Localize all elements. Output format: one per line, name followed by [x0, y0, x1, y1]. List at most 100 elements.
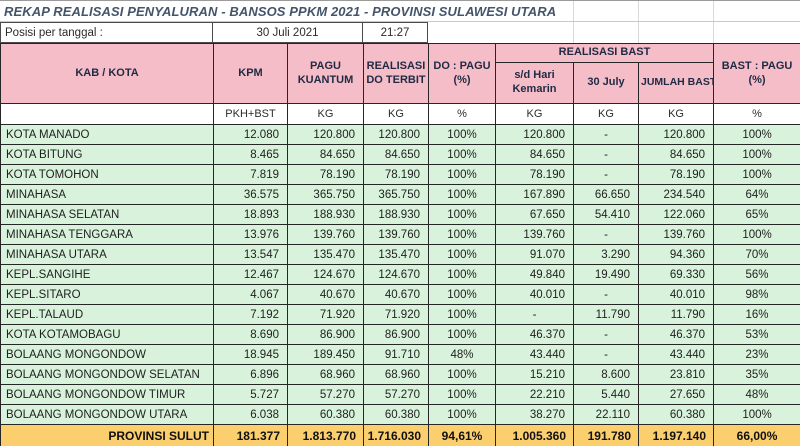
- grid-cell: [713, 1, 800, 21]
- table-row: MINAHASA SELATAN 18.893 188.930 188.930 100%…: [0, 204, 800, 225]
- table-header: KAB / KOTA KPM PAGU KUANTUM REALISASI DO…: [0, 43, 800, 125]
- value-cell: 122.060: [637, 204, 715, 225]
- header-30-july: 30 July: [573, 62, 639, 104]
- value-cell: 100%: [428, 144, 496, 165]
- unit-cell: %: [713, 103, 800, 125]
- total-cell: 1.813.770: [287, 424, 364, 446]
- table-row: MINAHASA 36.575 365.750 365.750 100% 167.890 6…: [0, 184, 800, 205]
- position-time: 21:27: [363, 22, 428, 43]
- position-date-row: Posisi per tanggal : 30 Juli 2021 21:27: [0, 22, 800, 43]
- value-cell: -: [573, 124, 639, 145]
- value-cell: 100%: [713, 144, 800, 165]
- grid-cell: [573, 22, 638, 43]
- total-cell: 1.716.030: [363, 424, 429, 446]
- grid-cell: [638, 1, 713, 21]
- value-cell: 78.190: [637, 164, 715, 185]
- value-cell: 46.370: [637, 324, 715, 345]
- value-cell: 100%: [713, 124, 800, 145]
- unit-cell: %: [428, 103, 496, 125]
- unit-cell: KG: [363, 103, 429, 125]
- value-cell: 56%: [713, 264, 800, 285]
- value-cell: 3.290: [573, 244, 639, 265]
- kab-kota-cell: MINAHASA TENGGARA: [0, 224, 214, 245]
- value-cell: 23.810: [637, 364, 715, 385]
- value-cell: 48%: [713, 384, 800, 405]
- value-cell: 60.380: [287, 404, 364, 425]
- value-cell: 6.038: [213, 404, 288, 425]
- grid-cell: [573, 1, 638, 21]
- kab-kota-cell: BOLAANG MONGONDOW TIMUR: [0, 384, 214, 405]
- table-row: KEPL.TALAUD 7.192 71.920 71.920 100% -11.790 1…: [0, 304, 800, 325]
- value-cell: 100%: [428, 164, 496, 185]
- kab-kota-cell: BOLAANG MONGONDOW UTARA: [0, 404, 214, 425]
- value-cell: 66.650: [573, 184, 639, 205]
- value-cell: 71.920: [363, 304, 429, 325]
- value-cell: 35%: [713, 364, 800, 385]
- report-table: KAB / KOTA KPM PAGU KUANTUM REALISASI DO…: [0, 43, 800, 446]
- value-cell: 139.760: [495, 224, 574, 245]
- value-cell: 5.440: [573, 384, 639, 405]
- header-pagu-kuantum: PAGU KUANTUM: [287, 43, 364, 104]
- value-cell: 365.750: [363, 184, 429, 205]
- value-cell: 139.760: [637, 224, 715, 245]
- total-cell: 66,00%: [713, 424, 800, 446]
- total-cell: 1.197.140: [637, 424, 715, 446]
- value-cell: 65%: [713, 204, 800, 225]
- unit-cell: KG: [573, 103, 639, 125]
- total-cell: 181.377: [213, 424, 288, 446]
- table-row: BOLAANG MONGONDOW UTARA 6.038 60.380 60.380…: [0, 404, 800, 425]
- value-cell: 57.270: [287, 384, 364, 405]
- value-cell: 91.070: [495, 244, 574, 265]
- value-cell: 100%: [428, 244, 496, 265]
- value-cell: 84.650: [363, 144, 429, 165]
- value-cell: 27.650: [637, 384, 715, 405]
- value-cell: 22.110: [573, 404, 639, 425]
- value-cell: -: [573, 284, 639, 305]
- title-row: REKAP REALISASI PENYALURAN - BANSOS PPKM…: [0, 1, 800, 22]
- header-realisasi-bast: REALISASI BAST: [494, 43, 715, 63]
- value-cell: 40.670: [363, 284, 429, 305]
- value-cell: 86.900: [287, 324, 364, 345]
- header-kab-kota: KAB / KOTA: [0, 43, 214, 104]
- kab-kota-cell: KOTA TOMOHON: [0, 164, 214, 185]
- value-cell: 120.800: [495, 124, 574, 145]
- table-footer: PROVINSI SULUT 181.377 1.813.770 1.716.0…: [0, 424, 800, 446]
- value-cell: 5.727: [213, 384, 288, 405]
- header-kpm: KPM: [213, 43, 288, 104]
- header-jumlah-bast: JUMLAH BAST: [637, 62, 715, 104]
- value-cell: 8.600: [573, 364, 639, 385]
- value-cell: 68.960: [287, 364, 364, 385]
- value-cell: 22.210: [495, 384, 574, 405]
- value-cell: 67.650: [495, 204, 574, 225]
- header-bast-pagu: BAST : PAGU (%): [713, 43, 800, 104]
- value-cell: 100%: [428, 224, 496, 245]
- table-row: MINAHASA TENGGARA 13.976 139.760 139.760 100…: [0, 224, 800, 245]
- total-row: PROVINSI SULUT 181.377 1.813.770 1.716.0…: [0, 424, 800, 446]
- value-cell: 100%: [713, 224, 800, 245]
- value-cell: 124.670: [363, 264, 429, 285]
- value-cell: 8.465: [213, 144, 288, 165]
- table-row: KEPL.SANGIHE 12.467 124.670 124.670 100% 49.8…: [0, 264, 800, 285]
- value-cell: -: [495, 304, 574, 325]
- value-cell: 13.976: [213, 224, 288, 245]
- total-cell: 1.005.360: [495, 424, 574, 446]
- value-cell: -: [573, 164, 639, 185]
- value-cell: 40.670: [287, 284, 364, 305]
- total-cell: 191.780: [573, 424, 639, 446]
- table-row: BOLAANG MONGONDOW 18.945 189.450 91.710 48% 4…: [0, 344, 800, 365]
- value-cell: 124.670: [287, 264, 364, 285]
- value-cell: 38.270: [495, 404, 574, 425]
- kab-kota-cell: KEPL.TALAUD: [0, 304, 214, 325]
- value-cell: 86.900: [363, 324, 429, 345]
- value-cell: 43.440: [637, 344, 715, 365]
- value-cell: 19.490: [573, 264, 639, 285]
- value-cell: 100%: [713, 164, 800, 185]
- kab-kota-cell: BOLAANG MONGONDOW: [0, 344, 214, 365]
- kab-kota-cell: KOTA MANADO: [0, 124, 214, 145]
- value-cell: 91.710: [363, 344, 429, 365]
- value-cell: 189.450: [287, 344, 364, 365]
- kab-kota-cell: KOTA BITUNG: [0, 144, 214, 165]
- value-cell: -: [573, 144, 639, 165]
- value-cell: 120.800: [287, 124, 364, 145]
